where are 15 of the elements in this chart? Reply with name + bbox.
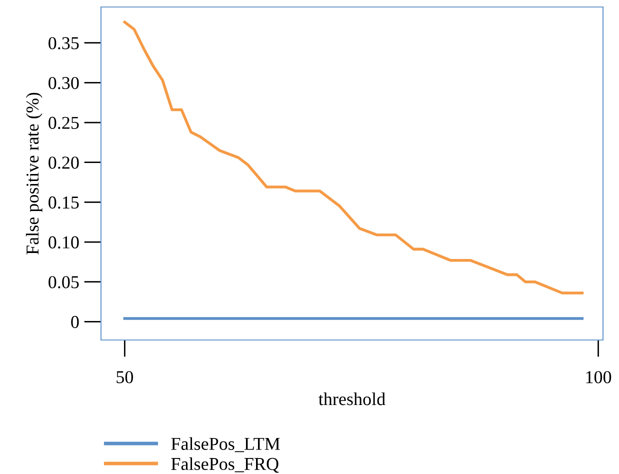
y-tick-label: 0.25 (48, 116, 79, 130)
y-tick-label: 0.30 (48, 76, 79, 90)
y-tick-label: 0 (71, 316, 79, 328)
y-tick-label: 0.20 (48, 156, 79, 169)
y-tick-label: 0.05 (48, 276, 79, 288)
legend-label: FalsePos_LTM (171, 437, 280, 452)
legend-label: FalsePos_FRQ (171, 457, 279, 473)
y-tick-label: 0.35 (48, 37, 79, 50)
x-axis-title: threshold (318, 392, 386, 406)
y-tick-label: 0.15 (48, 196, 79, 209)
line-series (123, 20, 584, 294)
y-tick-label: 0.10 (48, 236, 79, 249)
x-tick-label: 100 (586, 371, 612, 384)
y-axis-title: False positive rate (%) (26, 92, 42, 254)
x-tick-label: 50 (116, 371, 134, 384)
